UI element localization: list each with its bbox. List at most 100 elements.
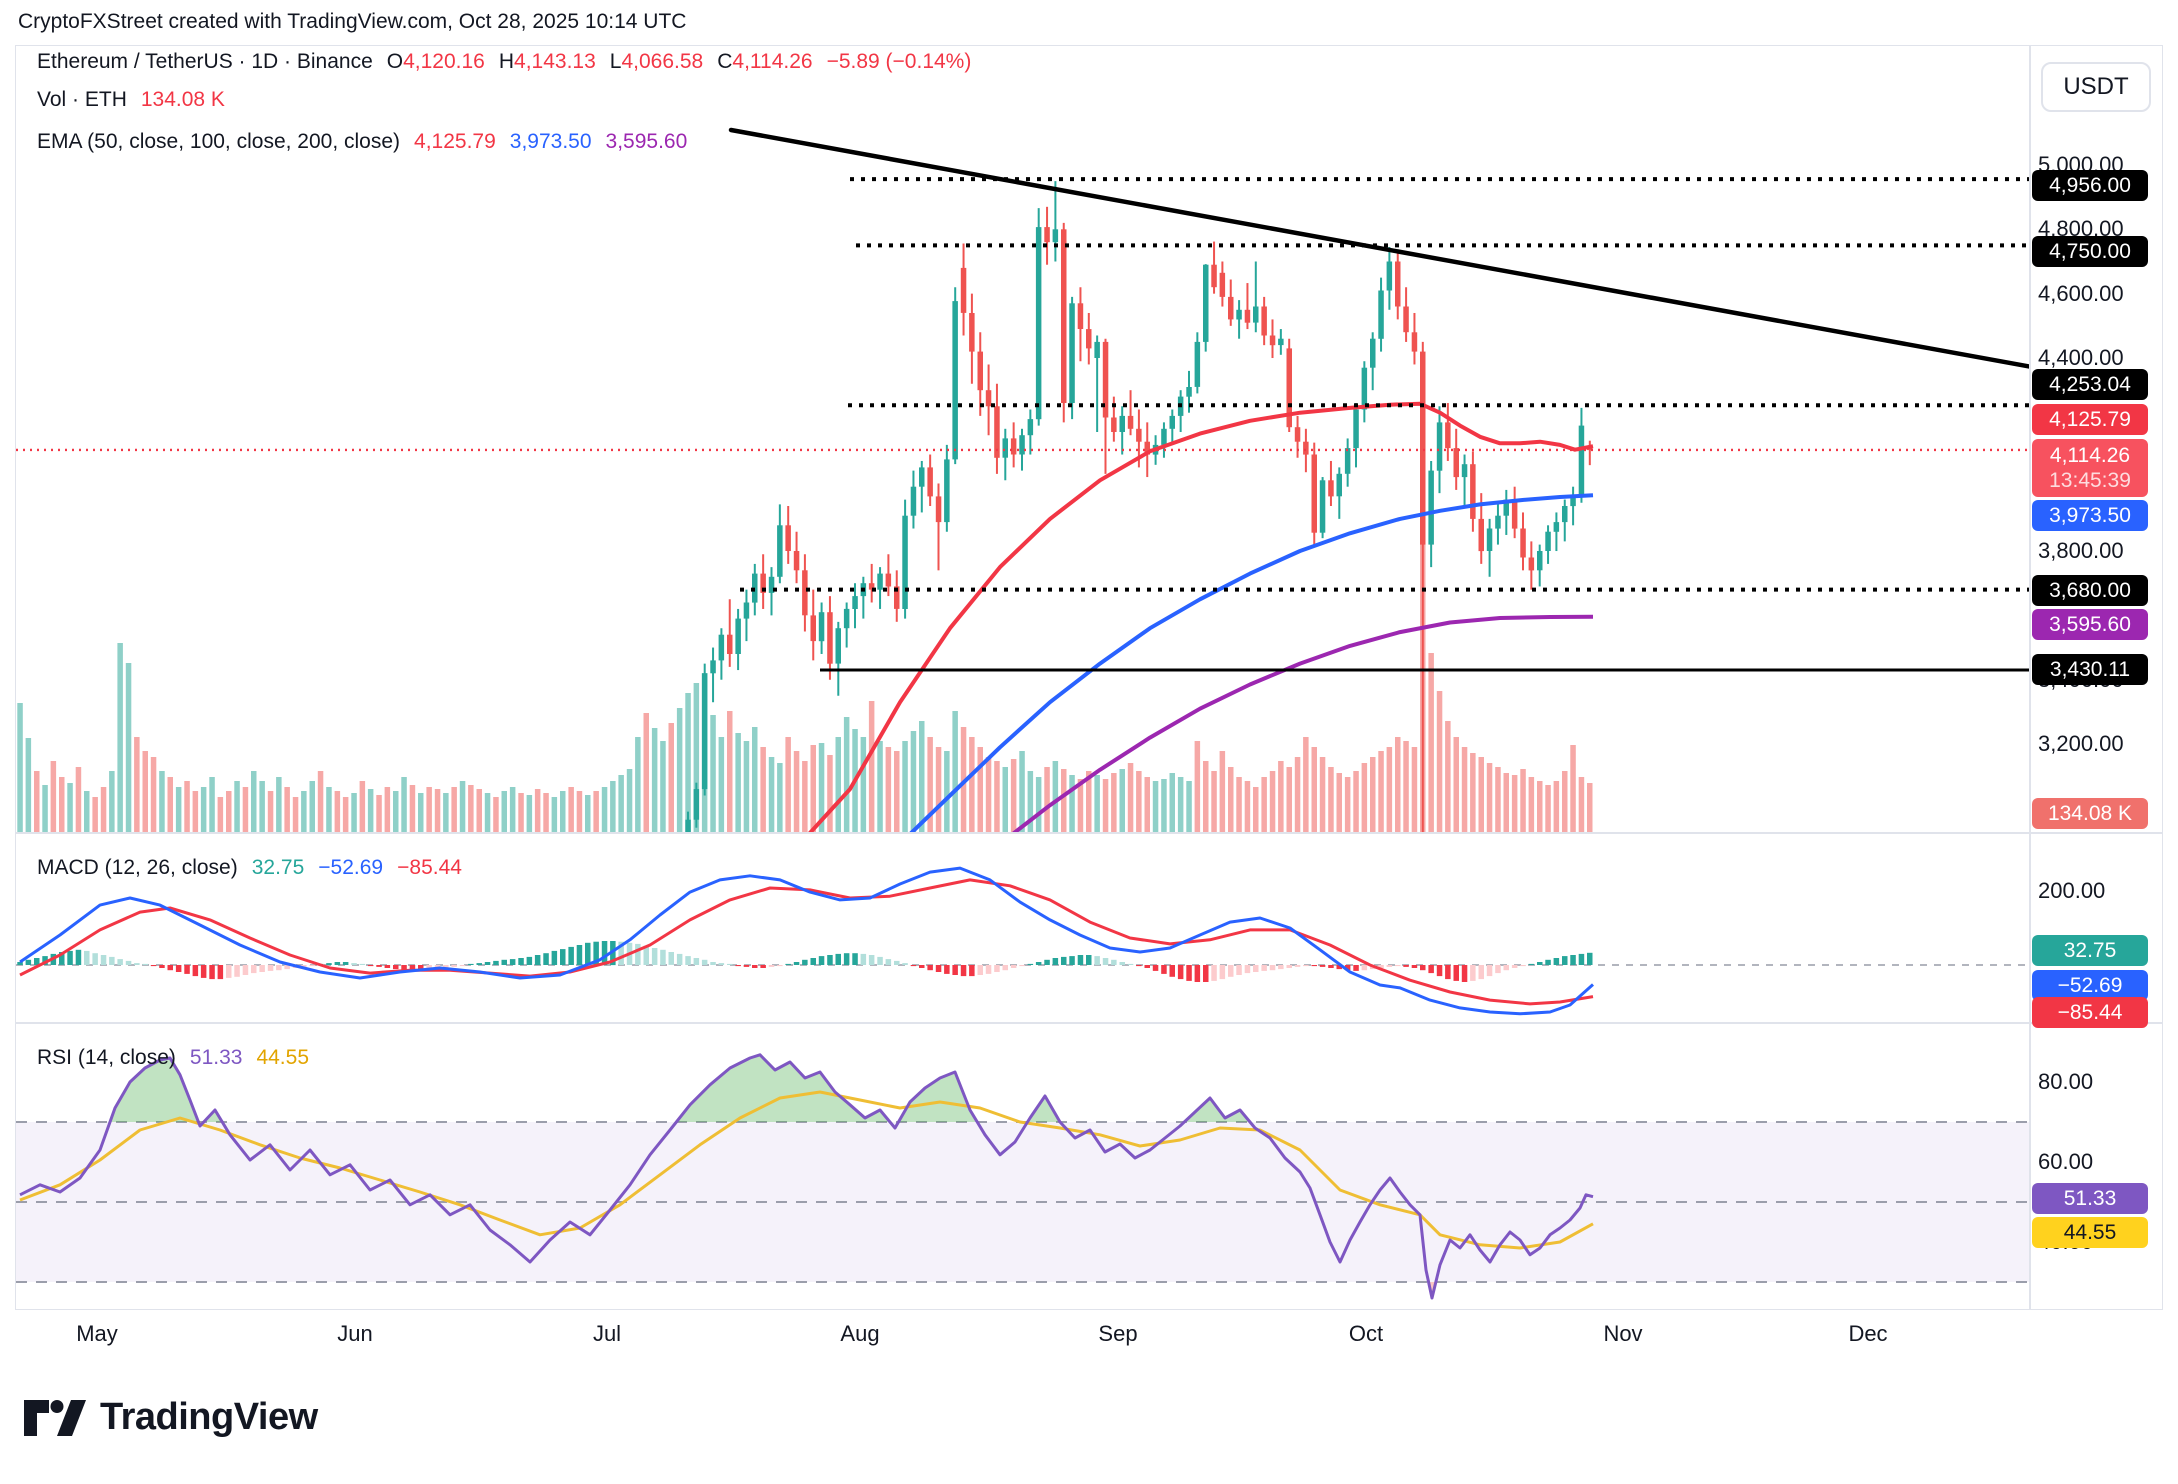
volume-bar (1286, 767, 1292, 833)
candle-body (935, 496, 942, 523)
volume-bar (434, 789, 441, 833)
tag-value: 4,956.00 (2049, 173, 2131, 197)
candle-body (1010, 438, 1017, 455)
macd-histogram-bar (701, 959, 708, 965)
month-label-oct: Oct (1348, 1321, 1384, 1346)
volume-bar (618, 775, 624, 833)
tag-value: 3,680.00 (2049, 578, 2131, 602)
ema50-value: 4,125.79 (414, 130, 496, 153)
volume-bar (727, 711, 733, 833)
volume-bar (1486, 763, 1493, 833)
volume-bar (142, 751, 148, 833)
descending-trendline[interactable] (728, 127, 2032, 369)
volume-bar (735, 733, 741, 833)
volume-bar (359, 781, 366, 833)
price-tag: 4,253.04 (2032, 368, 2148, 400)
macd-histogram-bar (109, 956, 115, 965)
candle-body (1520, 528, 1526, 558)
candle-body (885, 573, 892, 587)
tag-countdown: 13:45:39 (2049, 469, 2131, 492)
volume-bar (426, 787, 432, 833)
macd-histogram-bar (1495, 965, 1501, 974)
rsi-overbought-fill (110, 1058, 199, 1122)
macd-histogram-bar (651, 948, 658, 965)
candle-body (1470, 464, 1476, 519)
time-axis[interactable]: May Jun Jul Aug Sep Oct Nov Dec (15, 1310, 2163, 1355)
candle-body (768, 576, 775, 593)
macd-histogram-bar (660, 949, 666, 965)
volume-bar (451, 787, 457, 833)
volume-bar (1119, 769, 1125, 833)
volume-bar (1553, 781, 1560, 833)
volume-bar (109, 771, 115, 833)
volume-bar (351, 793, 357, 833)
candle-body (1269, 335, 1276, 346)
volume-bar (585, 795, 591, 833)
candle-body (1261, 306, 1267, 336)
price-scale[interactable]: USDT 5,000.00 4,800.00 4,600.00 4,400.00 3,8… (2030, 45, 2163, 1310)
candle-body (1344, 448, 1351, 474)
macd-histogram-bar (75, 949, 82, 965)
volume-bar (1495, 767, 1501, 833)
candle-body (985, 390, 992, 407)
volume-bar (1211, 771, 1217, 833)
candle-body (1403, 306, 1409, 333)
tag-value: 51.33 (2063, 1186, 2117, 1210)
candle-body (1461, 464, 1468, 478)
candle-body (1253, 306, 1259, 323)
candle-body (994, 406, 1000, 458)
volume-bar (1520, 769, 1526, 833)
volume-bar (418, 793, 424, 833)
candle-body (894, 586, 900, 609)
candle-body (727, 634, 733, 654)
macd-histogram-bar (1386, 965, 1393, 967)
volume-legend: Vol · ETH 134.08 K (37, 88, 225, 112)
tradingview-logo[interactable]: TradingView (24, 1396, 318, 1439)
macd-histogram-bar (1203, 965, 1209, 982)
volume-bar (192, 791, 199, 833)
macd-histogram-bar (1286, 965, 1292, 968)
macd-histogram-bar (1019, 965, 1025, 967)
macd-histogram-bar (1094, 956, 1100, 965)
macd-histogram-bar (1136, 965, 1142, 967)
volume-bar (835, 737, 841, 833)
macd-histogram-bar (342, 962, 349, 965)
volume-bar (1303, 737, 1309, 833)
candle-body (1420, 351, 1426, 545)
volume-bar (1353, 771, 1359, 833)
volume-bar (1453, 737, 1459, 833)
volume-bar (267, 791, 274, 833)
macd-histogram-bar (226, 965, 232, 978)
volume-bar (200, 787, 207, 833)
volume-bar (994, 761, 1000, 833)
volume-bar (944, 751, 950, 833)
volume-bar (1027, 771, 1034, 833)
currency-toggle-button[interactable]: USDT (2041, 62, 2151, 112)
ema50-line (807, 401, 1594, 833)
volume-bar (668, 723, 674, 833)
macd-histogram-bar (1086, 955, 1092, 965)
macd-histogram-bar (1169, 965, 1175, 977)
price-tag: 3,430.11 (2032, 653, 2148, 685)
candle-body (1002, 438, 1008, 458)
volume-bar (159, 771, 165, 833)
rsi-legend: RSI (14, close) 51.33 44.55 (37, 1046, 309, 1070)
volume-bar (651, 728, 658, 833)
volume-bar (818, 743, 825, 833)
volume-bar (977, 747, 983, 833)
macd-histogram-bar (793, 962, 800, 965)
volume-bar (1386, 747, 1393, 833)
macd-histogram-bar (1336, 965, 1342, 970)
volume-bar (685, 693, 691, 833)
volume-bar (802, 761, 808, 833)
volume-bar (1278, 761, 1284, 833)
macd-histogram-bar (610, 941, 616, 966)
macd-histogram-bar (251, 965, 257, 974)
macd-histogram-bar (1511, 965, 1518, 968)
macd-histogram-bar (1344, 965, 1351, 971)
volume-bar (342, 797, 349, 833)
volume-bar (1395, 737, 1401, 833)
macd-histogram-bar (668, 952, 674, 965)
macd-histogram-bar (1319, 965, 1326, 967)
macd-histogram-bar (593, 941, 599, 965)
